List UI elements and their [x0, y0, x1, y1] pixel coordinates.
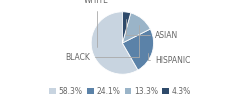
Wedge shape — [122, 29, 154, 70]
Text: HISPANIC: HISPANIC — [148, 53, 191, 65]
Wedge shape — [122, 12, 131, 43]
Wedge shape — [91, 12, 138, 74]
Text: BLACK: BLACK — [65, 25, 139, 62]
Wedge shape — [122, 13, 150, 43]
Text: WHITE: WHITE — [84, 0, 108, 47]
Legend: 58.3%, 24.1%, 13.3%, 4.3%: 58.3%, 24.1%, 13.3%, 4.3% — [49, 86, 191, 96]
Text: ASIAN: ASIAN — [126, 20, 178, 40]
